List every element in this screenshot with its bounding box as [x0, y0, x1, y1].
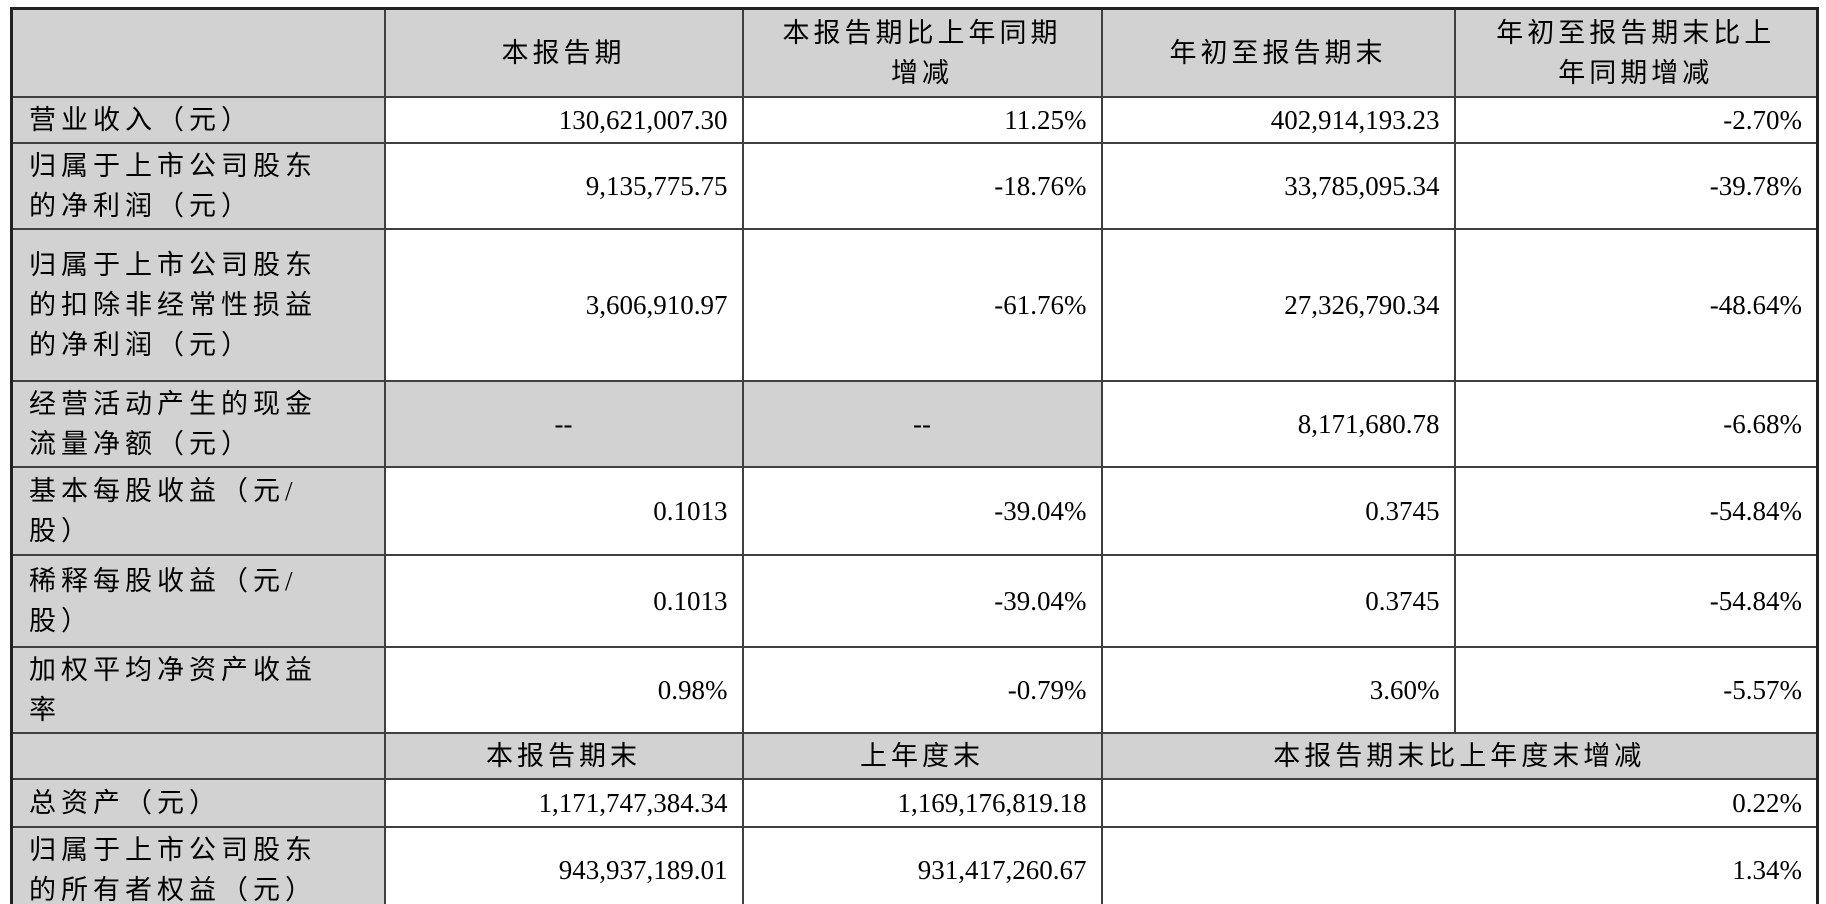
row-label-operating-cash-flow: 经营活动产生的现金 流量净额（元） [10, 379, 386, 468]
column-header-current-period-yoy: 本报告期比上年同期 增减 [741, 7, 1103, 98]
table-row-weighted-avg-roe: 加权平均净资产收益 率 0.98% -0.79% 3.60% -5.57% [10, 645, 1819, 734]
row-label-diluted-eps: 稀释每股收益（元/ 股） [10, 553, 386, 648]
header-row-balance: 本报告期末 上年度末 本报告期末比上年度末增减 [10, 731, 1819, 780]
cell-value: 943,937,189.01 [383, 825, 744, 904]
cell-value: 0.22% [1100, 777, 1819, 828]
column-header-ytd: 年初至报告期末 [1100, 7, 1456, 98]
cell-value: 9,135,775.75 [383, 141, 744, 230]
column-header-period-end-change: 本报告期末比上年度末增减 [1100, 731, 1819, 780]
corner-cell [10, 731, 386, 780]
cell-value: 0.1013 [383, 553, 744, 648]
cell-value: -2.70% [1453, 95, 1819, 144]
table-row-equity: 归属于上市公司股东 的所有者权益（元） 943,937,189.01 931,4… [10, 825, 1819, 904]
row-label-basic-eps: 基本每股收益（元/ 股） [10, 465, 386, 556]
cell-value: 0.3745 [1100, 553, 1456, 648]
cell-value: -54.84% [1453, 465, 1819, 556]
row-label-total-assets: 总资产（元） [10, 777, 386, 828]
cell-value: 0.98% [383, 645, 744, 734]
cell-value: 1,169,176,819.18 [741, 777, 1103, 828]
row-label-net-profit: 归属于上市公司股东 的净利润（元） [10, 141, 386, 230]
cell-value: 27,326,790.34 [1100, 227, 1456, 382]
cell-value: 1,171,747,384.34 [383, 777, 744, 828]
row-label-equity: 归属于上市公司股东 的所有者权益（元） [10, 825, 386, 904]
cell-value-empty: -- [383, 379, 744, 468]
cell-value-empty: -- [741, 379, 1103, 468]
cell-value: 0.3745 [1100, 465, 1456, 556]
row-label-revenue: 营业收入（元） [10, 95, 386, 144]
cell-value: 1.34% [1100, 825, 1819, 904]
cell-value: -54.84% [1453, 553, 1819, 648]
cell-value: 0.1013 [383, 465, 744, 556]
column-header-period-end: 本报告期末 [383, 731, 744, 780]
table-row-net-profit-excl-nonrecurring: 归属于上市公司股东 的扣除非经常性损益 的净利润（元） 3,606,910.97… [10, 227, 1819, 382]
cell-value: -39.04% [741, 465, 1103, 556]
cell-value: -39.78% [1453, 141, 1819, 230]
table-row-basic-eps: 基本每股收益（元/ 股） 0.1013 -39.04% 0.3745 -54.8… [10, 465, 1819, 556]
cell-value: -0.79% [741, 645, 1103, 734]
cell-value: 3,606,910.97 [383, 227, 744, 382]
cell-value: -48.64% [1453, 227, 1819, 382]
cell-value: -18.76% [741, 141, 1103, 230]
cell-value: 8,171,680.78 [1100, 379, 1456, 468]
cell-value: -5.57% [1453, 645, 1819, 734]
column-header-ytd-yoy: 年初至报告期末比上 年同期增减 [1453, 7, 1819, 98]
table-row-operating-cash-flow: 经营活动产生的现金 流量净额（元） -- -- 8,171,680.78 -6.… [10, 379, 1819, 468]
row-label-weighted-avg-roe: 加权平均净资产收益 率 [10, 645, 386, 734]
column-header-prior-year-end: 上年度末 [741, 731, 1103, 780]
table-row-net-profit: 归属于上市公司股东 的净利润（元） 9,135,775.75 -18.76% 3… [10, 141, 1819, 230]
table-row-total-assets: 总资产（元） 1,171,747,384.34 1,169,176,819.18… [10, 777, 1819, 828]
column-header-current-period: 本报告期 [383, 7, 744, 98]
cell-value: 33,785,095.34 [1100, 141, 1456, 230]
financial-summary-table: 本报告期 本报告期比上年同期 增减 年初至报告期末 年初至报告期末比上 年同期增… [10, 7, 1819, 904]
cell-value: 931,417,260.67 [741, 825, 1103, 904]
cell-value: 402,914,193.23 [1100, 95, 1456, 144]
row-label-net-profit-excl-nonrecurring: 归属于上市公司股东 的扣除非经常性损益 的净利润（元） [10, 227, 386, 382]
cell-value: -61.76% [741, 227, 1103, 382]
cell-value: 3.60% [1100, 645, 1456, 734]
cell-value: 11.25% [741, 95, 1103, 144]
cell-value: 130,621,007.30 [383, 95, 744, 144]
cell-value: -39.04% [741, 553, 1103, 648]
corner-cell [10, 7, 386, 98]
header-row-period: 本报告期 本报告期比上年同期 增减 年初至报告期末 年初至报告期末比上 年同期增… [10, 7, 1819, 98]
table-row-diluted-eps: 稀释每股收益（元/ 股） 0.1013 -39.04% 0.3745 -54.8… [10, 553, 1819, 648]
cell-value: -6.68% [1453, 379, 1819, 468]
table-row-revenue: 营业收入（元） 130,621,007.30 11.25% 402,914,19… [10, 95, 1819, 144]
